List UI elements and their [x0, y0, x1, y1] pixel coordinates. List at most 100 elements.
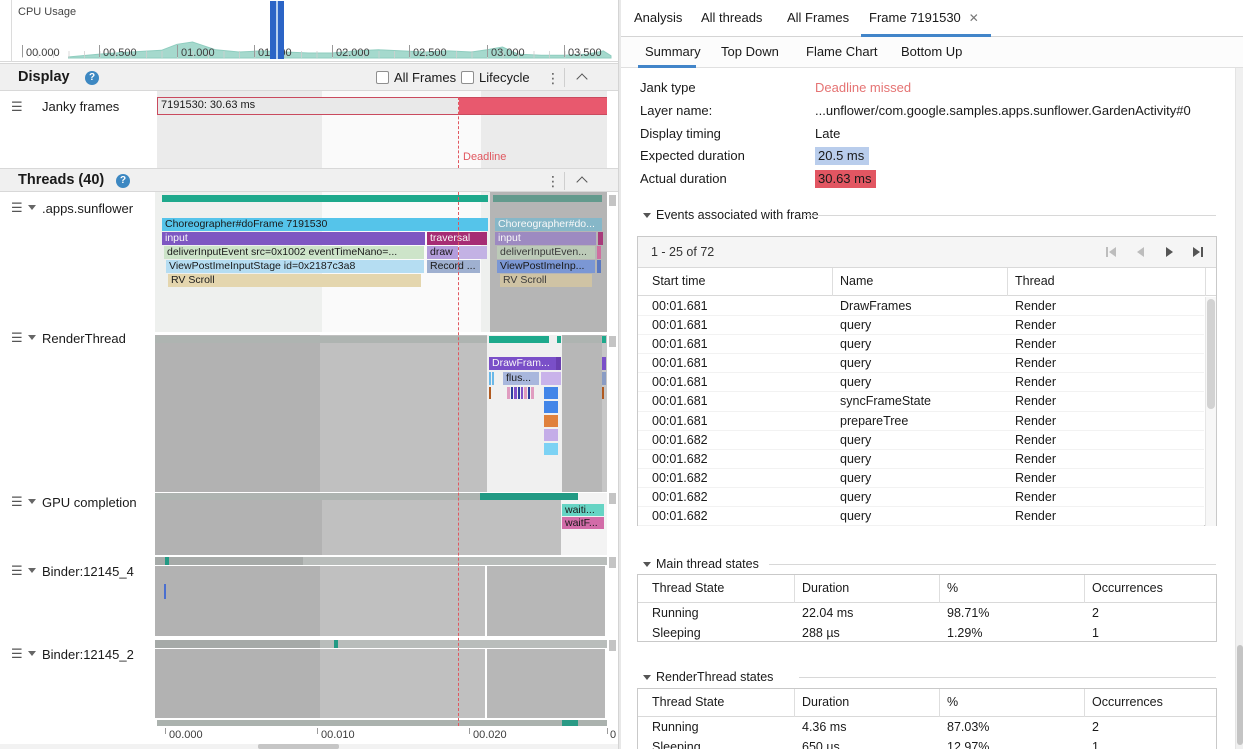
subtab-summary[interactable]: Summary [645, 44, 701, 59]
thread-track-gpu-completion[interactable]: waiti... waitF... [155, 493, 607, 555]
drag-handle-icon[interactable]: ☰ [11, 200, 23, 215]
table-row[interactable]: 00:01.681 query Render [638, 373, 1204, 393]
all-frames-checkbox[interactable] [376, 71, 389, 84]
table-row[interactable]: 00:01.681 query Render [638, 316, 1204, 336]
close-icon[interactable]: ✕ [968, 11, 979, 25]
col-percent[interactable]: % [947, 581, 959, 595]
trace-bar-input-dim[interactable]: input [495, 232, 596, 245]
trace-bar-input[interactable]: input [162, 232, 425, 245]
drag-handle-icon[interactable]: ☰ [11, 646, 23, 661]
trace-bar-rv-scroll[interactable]: RV Scroll [168, 274, 421, 287]
col-name[interactable]: Name [840, 274, 874, 288]
column-divider[interactable] [939, 575, 940, 603]
table-row[interactable]: 00:01.682 query Render [638, 488, 1204, 508]
trace-bar-flush[interactable]: flus... [503, 372, 539, 385]
trace-block-orange[interactable] [544, 415, 558, 427]
thread-track-binder2[interactable] [155, 640, 607, 718]
bottom-scrollbar-thumb[interactable] [258, 744, 339, 749]
drag-handle-icon[interactable]: ☰ [11, 99, 23, 114]
panel-scrollbar-thumb[interactable] [1237, 645, 1243, 745]
section-collapse-arrow-icon[interactable] [643, 562, 651, 567]
panel-splitter[interactable] [618, 0, 621, 749]
thread-label[interactable]: GPU completion [42, 495, 137, 510]
janky-frame-bar[interactable]: 7191530: 30.63 ms [157, 97, 607, 115]
table-row[interactable]: 00:01.681 query Render [638, 335, 1204, 355]
more-options-icon[interactable]: ⋮ [546, 173, 560, 189]
table-row[interactable]: 00:01.681 syncFrameState Render [638, 392, 1204, 412]
column-divider[interactable] [794, 575, 795, 603]
trace-block-cyan[interactable] [544, 443, 558, 455]
tab-all-threads[interactable]: All threads [701, 10, 763, 25]
next-page-icon[interactable] [1160, 244, 1178, 260]
previous-page-icon[interactable] [1131, 244, 1149, 260]
trace-bar-choreographer-dim[interactable]: Choreographer#do... [495, 218, 602, 231]
col-start-time[interactable]: Start time [652, 274, 706, 288]
table-row[interactable]: 00:01.682 query Render [638, 450, 1204, 469]
col-thread-state[interactable]: Thread State [652, 695, 725, 709]
column-divider[interactable] [794, 689, 795, 717]
col-thread[interactable]: Thread [1015, 274, 1055, 288]
trace-bar-choreographer[interactable]: Choreographer#doFrame 7191530 [162, 218, 488, 231]
col-occurrences[interactable]: Occurrences [1092, 581, 1163, 595]
trace-bar-waiting[interactable]: waiti... [562, 504, 604, 516]
more-options-icon[interactable]: ⋮ [546, 70, 560, 86]
col-percent[interactable]: % [947, 695, 959, 709]
events-scrollbar-thumb[interactable] [1207, 299, 1215, 409]
row-scroll-mark[interactable] [609, 195, 616, 206]
expand-arrow-icon[interactable] [28, 651, 36, 656]
trace-bar-waitfence[interactable]: waitF... [562, 517, 604, 529]
bottom-scrollbar-track[interactable] [0, 744, 618, 749]
table-row[interactable]: Running 4.36 ms 87.03% 2 [638, 718, 1216, 738]
column-divider[interactable] [939, 689, 940, 717]
subtab-bottom-up[interactable]: Bottom Up [901, 44, 963, 59]
last-page-icon[interactable] [1189, 244, 1207, 260]
thread-track-renderthread[interactable]: DrawFram... flus... [155, 335, 607, 492]
thread-track-sunflower[interactable]: Choreographer#doFrame 7191530 input trav… [155, 192, 607, 332]
row-scroll-mark[interactable] [609, 336, 616, 347]
drag-handle-icon[interactable]: ☰ [11, 330, 23, 345]
range-selection-handle-left[interactable] [270, 1, 276, 59]
table-row[interactable]: Sleeping 650 µs 12.97% 1 [638, 738, 1216, 749]
trace-bar-drawframes[interactable]: DrawFram... [489, 357, 556, 370]
tab-analysis[interactable]: Analysis [634, 10, 683, 25]
trace-bar-record[interactable]: Record ... [427, 260, 480, 273]
section-collapse-arrow-icon[interactable] [643, 213, 651, 218]
table-row[interactable]: 00:01.681 DrawFrames Render [638, 297, 1204, 317]
trace-bar-draw[interactable]: draw [427, 246, 458, 259]
expand-arrow-icon[interactable] [28, 205, 36, 210]
table-row[interactable]: 00:01.682 query Render [638, 507, 1204, 526]
section-collapse-arrow-icon[interactable] [643, 675, 651, 680]
trace-bar-lavender[interactable] [541, 372, 561, 385]
subtab-top-down[interactable]: Top Down [721, 44, 779, 59]
col-duration[interactable]: Duration [802, 581, 850, 595]
thread-label[interactable]: RenderThread [42, 331, 126, 346]
expand-arrow-icon[interactable] [28, 499, 36, 504]
column-divider[interactable] [1084, 689, 1085, 717]
cpu-usage-minimap[interactable]: CPU Usage 00.000 00.500 01.000 01.500 02… [0, 0, 618, 62]
collapse-chevron-icon[interactable] [576, 73, 588, 85]
trace-bar-view-post-ime[interactable]: ViewPostImeInputStage id=0x2187c3a8 [166, 260, 424, 273]
col-duration[interactable]: Duration [802, 695, 850, 709]
trace-bar-traversal[interactable]: traversal [427, 232, 487, 245]
events-scrollbar-track[interactable] [1205, 297, 1216, 526]
tab-frame-active[interactable]: Frame 7191530 ✕ [869, 0, 979, 36]
tab-all-frames[interactable]: All Frames [787, 10, 850, 25]
trace-block-blue[interactable] [544, 401, 558, 413]
trace-block-lavender[interactable] [544, 429, 558, 441]
table-row[interactable]: 00:01.682 query Render [638, 469, 1204, 488]
column-divider[interactable] [1084, 575, 1085, 603]
first-page-icon[interactable] [1102, 244, 1120, 260]
expand-arrow-icon[interactable] [28, 568, 36, 573]
range-selection-handle-right[interactable] [278, 1, 284, 59]
row-scroll-mark[interactable] [609, 493, 616, 504]
drag-handle-icon[interactable]: ☰ [11, 563, 23, 578]
lifecycle-checkbox[interactable] [461, 71, 474, 84]
thread-label[interactable]: Binder:12145_2 [42, 647, 134, 662]
thread-label[interactable]: .apps.sunflower [42, 201, 134, 216]
subtab-flame-chart[interactable]: Flame Chart [806, 44, 878, 59]
all-frames-checkbox-label[interactable]: All Frames [394, 70, 457, 85]
table-row[interactable]: Running 22.04 ms 98.71% 2 [638, 604, 1216, 624]
column-divider[interactable] [1007, 268, 1008, 296]
trace-block-blue[interactable] [544, 387, 558, 399]
drag-handle-icon[interactable]: ☰ [11, 494, 23, 509]
